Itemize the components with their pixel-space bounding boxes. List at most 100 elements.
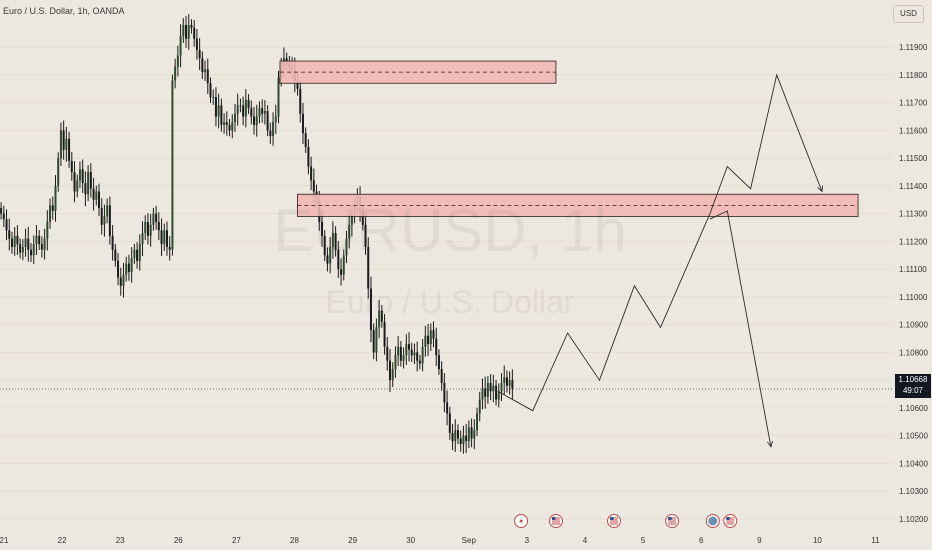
candle-body [250, 108, 253, 117]
candle-body [133, 249, 136, 259]
price-axis-label: 1.11100 [899, 265, 927, 274]
candle-body [38, 235, 41, 245]
candle-body [168, 246, 171, 250]
event-bubble [723, 514, 738, 528]
candle-body [92, 188, 95, 200]
candle-body [0, 208, 3, 214]
candle-body [301, 113, 304, 134]
candle-body [369, 288, 372, 331]
price-axis-label: 1.11800 [899, 71, 928, 80]
candle-body [446, 402, 449, 414]
watermark-symbol: EURUSD, 1h [273, 197, 627, 264]
candle-body [106, 205, 109, 217]
time-axis-label: 22 [58, 536, 67, 545]
candle-body [220, 105, 223, 125]
candle-body [49, 205, 52, 222]
event-bubble [607, 514, 622, 528]
candle-body [97, 191, 100, 209]
candle-body [228, 124, 231, 131]
candle-body [326, 255, 329, 264]
us-flag-event-icon[interactable] [548, 514, 563, 528]
time-axis-label: 11 [871, 536, 880, 545]
event-bubble [548, 514, 563, 528]
candle-body [130, 258, 133, 272]
event-markers [514, 514, 738, 528]
candle-body [68, 138, 71, 161]
flag-stripe [610, 521, 619, 523]
candle-body [149, 224, 152, 236]
projection-bearish-path-arrowhead [767, 440, 773, 448]
candle-body [304, 133, 307, 148]
candle-body [57, 158, 60, 186]
candle-body [198, 49, 201, 59]
candle-body [410, 349, 413, 356]
candle-body [511, 380, 514, 389]
candle-body [247, 99, 250, 109]
candle-body [100, 208, 103, 225]
us-flag-event-icon[interactable] [723, 514, 738, 528]
candle-body [117, 260, 120, 278]
bar-countdown: 49:07 [902, 386, 924, 395]
candle-body [152, 213, 155, 225]
candle-body [16, 235, 19, 245]
candle-body [160, 230, 163, 245]
lightning-event-icon[interactable] [514, 514, 529, 528]
candle-body [225, 122, 228, 125]
candle-body [489, 382, 492, 392]
candle-body [364, 224, 367, 247]
candle-body [361, 210, 364, 225]
candle-body [212, 97, 215, 99]
projection-bearish-path[interactable] [709, 210, 772, 447]
price-axis-label: 1.10300 [899, 487, 928, 496]
candle-body [258, 108, 261, 117]
event-bubble [665, 514, 680, 528]
time-axis-label: 28 [290, 536, 299, 545]
candle-body [165, 230, 168, 247]
candle-body [269, 130, 272, 136]
candle-body [456, 430, 459, 439]
time-axis-label: 5 [641, 536, 646, 545]
candle-body [179, 36, 182, 56]
flag-stripe [668, 519, 677, 521]
candle-body [30, 249, 33, 256]
candle-body [443, 382, 446, 403]
lightning-glyph [519, 517, 524, 525]
projection-paths [497, 73, 823, 448]
candle-body [386, 346, 389, 361]
flag-stripe [726, 517, 735, 519]
candle-body [163, 230, 166, 245]
candle-body [125, 263, 128, 275]
candle-body [157, 221, 160, 231]
candle-body [239, 105, 242, 107]
candle-body [427, 335, 430, 345]
candle-body [421, 346, 424, 364]
us-flag-event-icon[interactable] [665, 514, 680, 528]
candle-body [176, 55, 179, 67]
candle-body [367, 246, 370, 289]
candle-body [399, 346, 402, 361]
us-flag-event-icon[interactable] [607, 514, 622, 528]
flag-stripe [551, 523, 560, 525]
globe-event-icon[interactable] [705, 514, 720, 528]
candle-body [89, 172, 92, 189]
time-axis-label: 21 [0, 536, 9, 545]
candle-body [13, 235, 16, 247]
candle-body [95, 191, 98, 200]
flag-stripe [551, 519, 560, 521]
supply-zones [279, 60, 859, 217]
candle-body [492, 385, 495, 392]
currency-button[interactable]: USD [893, 5, 924, 23]
last-price-value: 1.10668 [898, 375, 928, 384]
candle-body [391, 369, 394, 381]
price-axis-label: 1.11600 [899, 126, 928, 135]
candle-body [476, 413, 479, 431]
candle-body [459, 438, 462, 444]
projection-bullish-path[interactable] [497, 73, 823, 412]
time-axis-label: 27 [232, 536, 241, 545]
candle-body [437, 355, 440, 370]
candle-body [350, 216, 353, 225]
candle-body [59, 130, 62, 159]
candle-body [54, 185, 57, 211]
